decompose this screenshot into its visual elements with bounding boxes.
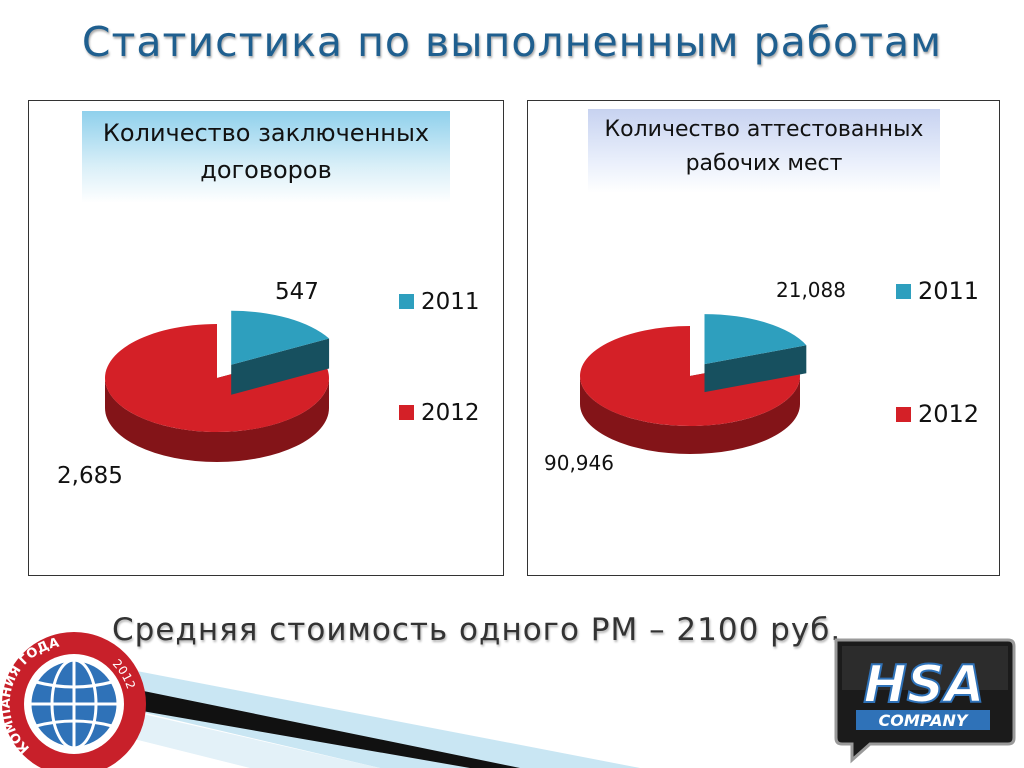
hsa-company-logo: HSA COMPANY xyxy=(834,638,1016,764)
legend-item-2012: 2012 xyxy=(896,400,979,428)
legend-marker-icon xyxy=(896,407,911,422)
logo-sub-text: COMPANY xyxy=(879,711,969,730)
chart-panel-workplaces: Количество аттестованных рабочих мест 21… xyxy=(527,100,1000,576)
chart-title-line-2: договоров xyxy=(200,156,332,185)
pie-chart-workplaces: 21,088 90,946 2011 2012 xyxy=(544,277,979,475)
legend-item-2011: 2011 xyxy=(896,277,979,305)
legend-marker-icon xyxy=(399,294,414,309)
legend-label: 2011 xyxy=(918,277,979,305)
legend-label: 2012 xyxy=(918,400,979,428)
data-label-2011: 547 xyxy=(275,279,319,305)
legend-label: 2012 xyxy=(421,400,480,426)
data-label-2011: 21,088 xyxy=(776,278,846,302)
chart-title-line-2: рабочих мест xyxy=(685,151,843,177)
chart-title: Количество заключенных договоров xyxy=(82,111,450,203)
slide-title: Статистика по выполненным работам xyxy=(81,18,943,66)
pie-slice-2011 xyxy=(704,314,807,393)
chart-title-line-1: Количество аттестованных xyxy=(604,117,924,142)
legend-marker-icon xyxy=(896,284,911,299)
chart-panel-contracts: Количество заключенных договоров 547 2,68… xyxy=(28,100,504,576)
pie-chart-contracts: 547 2,685 2011 2012 xyxy=(57,279,480,489)
pie-slice-2011 xyxy=(231,310,330,395)
globe-icon xyxy=(28,658,120,750)
legend-item-2011: 2011 xyxy=(399,289,480,315)
legend-label: 2011 xyxy=(421,289,480,315)
logo-main-text: HSA xyxy=(863,655,984,715)
chart-title-line-1: Количество заключенных xyxy=(102,119,430,147)
data-label-2012: 2,685 xyxy=(57,463,123,489)
footer-text: Средняя стоимость одного РМ – 2100 руб. xyxy=(112,612,842,648)
legend-marker-icon xyxy=(399,405,414,420)
chart-title: Количество аттестованных рабочих мест xyxy=(588,109,940,193)
company-of-year-badge: КОМПАНИЯ ГОДА 2012 xyxy=(0,632,146,768)
legend-item-2012: 2012 xyxy=(399,400,480,426)
data-label-2012: 90,946 xyxy=(544,451,614,475)
decorative-swoosh xyxy=(90,662,640,768)
